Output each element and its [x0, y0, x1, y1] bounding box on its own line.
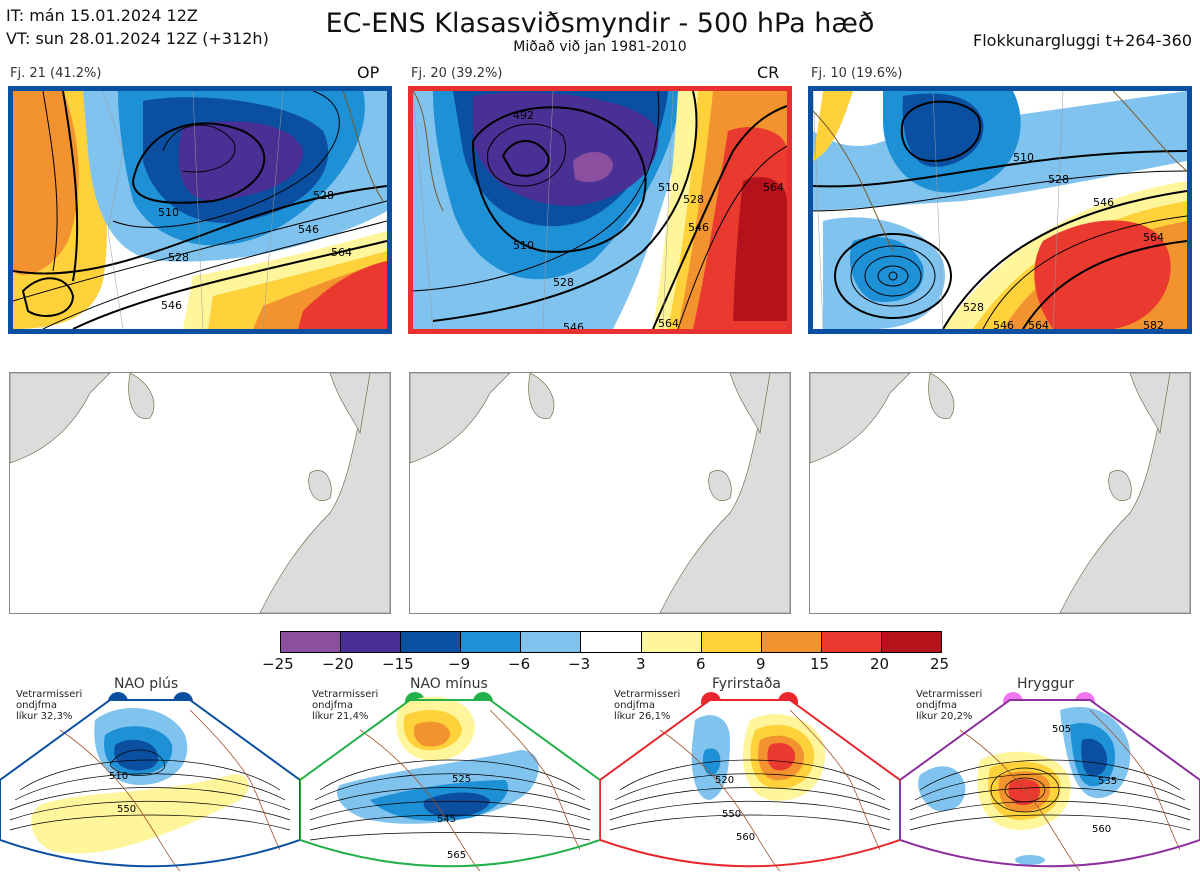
blank-map-2 [409, 372, 791, 614]
svg-text:560: 560 [736, 832, 755, 843]
regime-3-map: 520 550 560 [599, 690, 901, 872]
cluster-2-tag: CR [757, 63, 780, 82]
svg-text:565: 565 [447, 850, 466, 861]
colorbar-label: 25 [930, 655, 950, 673]
svg-text:528: 528 [683, 193, 704, 206]
svg-text:520: 520 [715, 775, 734, 786]
regime-3-note: Vetrarmisseri ondjfma líkur 26,1% [614, 689, 680, 722]
note-line: líkur 20,2% [916, 711, 973, 722]
colorbar-label: 9 [756, 655, 766, 673]
page-title: EC-ENS Klasasviðsmyndir - 500 hPa hæð [325, 8, 875, 39]
colorbar-label: −3 [568, 655, 591, 673]
svg-text:550: 550 [722, 809, 741, 820]
initial-time: IT: mán 15.01.2024 12Z [6, 6, 198, 25]
svg-text:528: 528 [963, 301, 984, 314]
svg-text:492: 492 [513, 109, 534, 122]
classification-window: Flokkunargluggi t+264-360 [973, 31, 1192, 50]
colorbar-label: −15 [382, 655, 414, 673]
cluster-3-label: Fj. 10 (19.6%) [811, 66, 903, 81]
svg-text:528: 528 [313, 189, 334, 202]
note-line: ondjfma [312, 700, 353, 711]
colorbar-swatch [820, 632, 881, 652]
svg-text:528: 528 [168, 251, 189, 264]
svg-text:505: 505 [1052, 724, 1071, 735]
colorbar-swatch [460, 632, 521, 652]
regime-1-map: 510 550 [0, 690, 301, 872]
svg-text:564: 564 [1028, 319, 1049, 329]
page-subtitle: Miðað við jan 1981-2010 [513, 39, 687, 55]
svg-text:510: 510 [158, 206, 179, 219]
svg-text:545: 545 [437, 814, 456, 825]
colorbar-label: −6 [508, 655, 531, 673]
colorbar-label: 20 [870, 655, 890, 673]
svg-text:510: 510 [109, 771, 128, 782]
svg-text:510: 510 [658, 181, 679, 194]
colorbar-swatch [880, 632, 942, 652]
svg-text:546: 546 [688, 221, 709, 234]
colorbar-label: 6 [696, 655, 706, 673]
cluster-1-label: Fj. 21 (41.2%) [10, 66, 102, 81]
note-line: Vetrarmisseri [16, 689, 83, 700]
svg-text:550: 550 [117, 804, 136, 815]
colorbar-swatch [281, 632, 341, 652]
note-line: ondjfma [614, 700, 655, 711]
note-line: líkur 32,3% [16, 711, 73, 722]
svg-text:535: 535 [1098, 776, 1117, 787]
colorbar-label: 3 [636, 655, 646, 673]
colorbar-swatch [760, 632, 821, 652]
colorbar-swatch [700, 632, 761, 652]
header-info: IT: mán 15.01.2024 12Z VT: sun 28.01.202… [6, 4, 269, 50]
valid-time: VT: sun 28.01.2024 12Z (+312h) [6, 29, 269, 48]
note-line: líkur 26,1% [614, 711, 671, 722]
note-line: Vetrarmisseri [312, 689, 379, 700]
note-line: Vetrarmisseri [614, 689, 681, 700]
colorbar-label: −20 [322, 655, 354, 673]
svg-text:582: 582 [1143, 319, 1164, 329]
blank-map-3 [809, 372, 1191, 614]
svg-text:546: 546 [161, 299, 182, 312]
svg-text:546: 546 [563, 321, 584, 329]
note-line: Vetrarmisseri [916, 689, 983, 700]
blank-map-1 [9, 372, 391, 614]
regime-4-title: Hryggur [1017, 676, 1074, 692]
svg-text:564: 564 [331, 246, 352, 259]
cluster-3-map: 510 528 546 564 528 546 564 582 [808, 86, 1192, 334]
regime-4-map: 505 535 560 [899, 690, 1200, 872]
regime-2-map: 525 545 565 [299, 690, 601, 872]
regime-3-title: Fyrirstaða [712, 676, 781, 692]
cluster-2-label: Fj. 20 (39.2%) [411, 66, 503, 81]
regime-2-note: Vetrarmisseri ondjfma líkur 21,4% [312, 689, 378, 722]
regime-1-title: NAO plús [114, 676, 179, 692]
svg-text:510: 510 [513, 239, 534, 252]
regime-4-note: Vetrarmisseri ondjfma líkur 20,2% [916, 689, 982, 722]
colorbar-swatch [520, 632, 581, 652]
svg-text:528: 528 [553, 276, 574, 289]
note-line: ondjfma [916, 700, 957, 711]
svg-text:564: 564 [1143, 231, 1164, 244]
svg-text:546: 546 [298, 223, 319, 236]
note-line: ondjfma [16, 700, 57, 711]
colorbar-label: −25 [262, 655, 294, 673]
note-line: líkur 21,4% [312, 711, 369, 722]
svg-text:564: 564 [763, 181, 784, 194]
svg-text:560: 560 [1092, 824, 1111, 835]
cluster-1-map: 510 528 528 546 546 564 [8, 86, 392, 334]
colorbar-swatch [640, 632, 701, 652]
colorbar-swatch [400, 632, 461, 652]
cluster-2-map: 492 510 528 546 510 528 546 564 564 [408, 86, 792, 334]
regime-2-title: NAO mínus [410, 676, 488, 692]
svg-text:510: 510 [1013, 151, 1034, 164]
svg-text:528: 528 [1048, 173, 1069, 186]
svg-text:525: 525 [452, 774, 471, 785]
colorbar-swatch [580, 632, 641, 652]
svg-text:546: 546 [993, 319, 1014, 329]
regime-1-note: Vetrarmisseri ondjfma líkur 32,3% [16, 689, 82, 722]
svg-text:564: 564 [658, 317, 679, 329]
cluster-1-tag: OP [357, 63, 380, 82]
colorbar [280, 631, 942, 653]
colorbar-swatch [340, 632, 401, 652]
svg-text:546: 546 [1093, 196, 1114, 209]
colorbar-label: 15 [810, 655, 830, 673]
colorbar-label: −9 [448, 655, 471, 673]
